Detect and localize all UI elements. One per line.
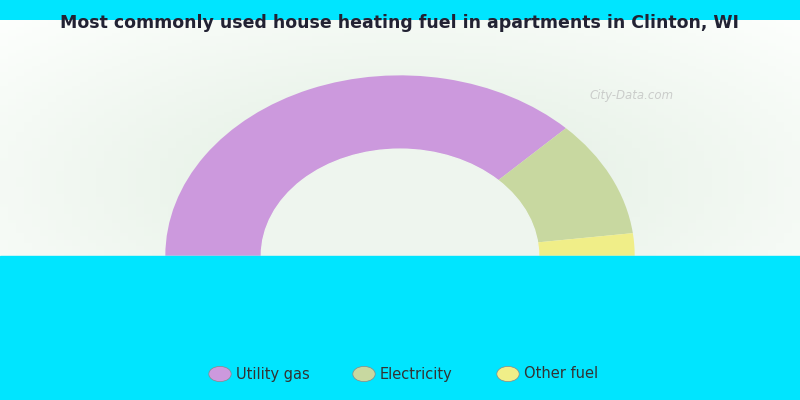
Wedge shape: [498, 128, 633, 242]
Bar: [0, 256, 800, 348]
Text: Other fuel: Other fuel: [524, 366, 598, 382]
Circle shape: [262, 149, 538, 362]
Wedge shape: [166, 75, 566, 256]
Text: Utility gas: Utility gas: [236, 366, 310, 382]
Text: Electricity: Electricity: [380, 366, 453, 382]
Wedge shape: [538, 233, 634, 256]
Text: Most commonly used house heating fuel in apartments in Clinton, WI: Most commonly used house heating fuel in…: [61, 14, 739, 32]
Bar: [0, 256, 800, 348]
Text: City-Data.com: City-Data.com: [590, 90, 674, 102]
